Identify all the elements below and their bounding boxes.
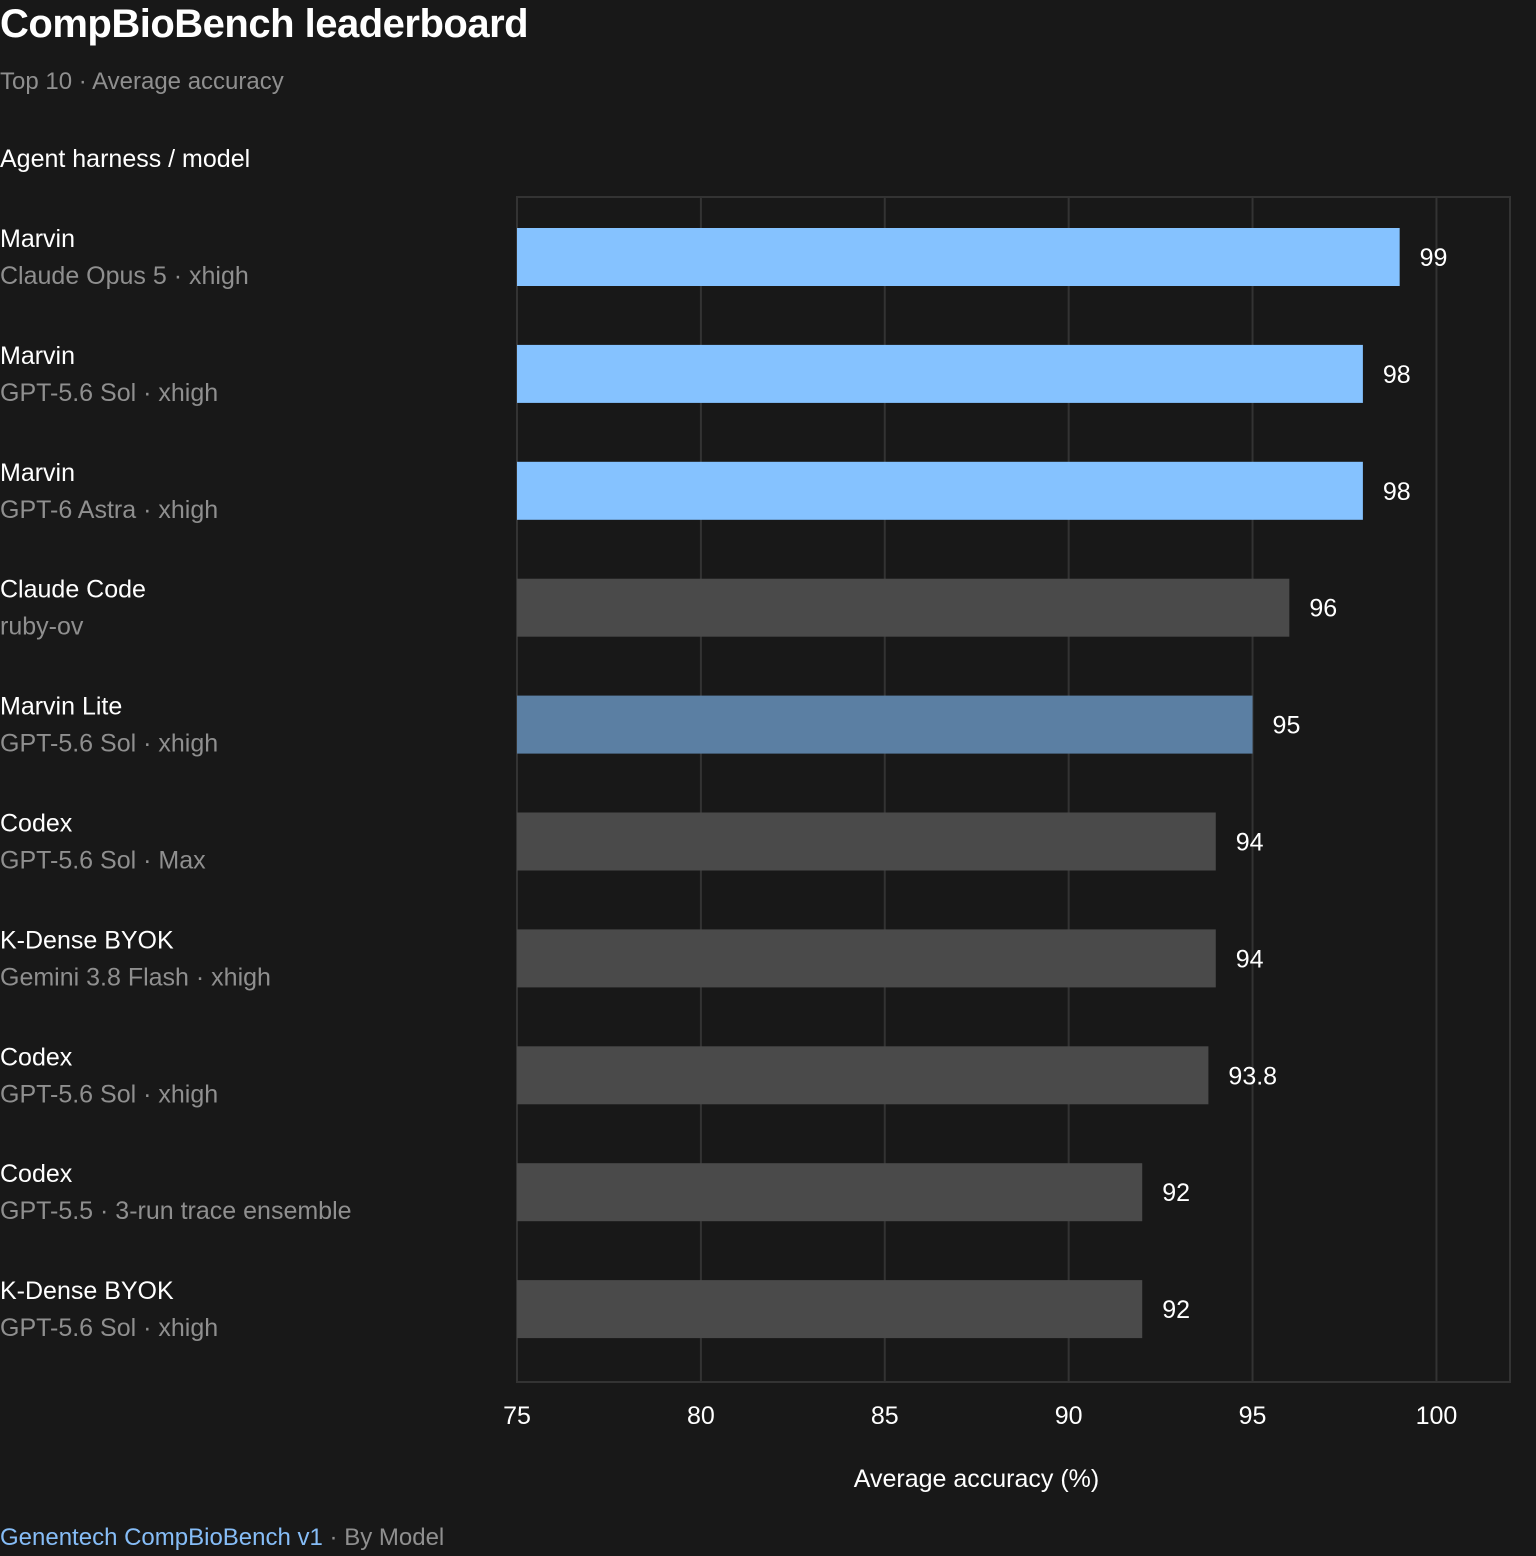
- row-model-label: GPT-5.6 Sol · xhigh: [0, 1080, 218, 1108]
- x-tick-label: 90: [1055, 1402, 1083, 1430]
- bar: [517, 228, 1400, 286]
- row-model-label: GPT-5.5 · 3-run trace ensemble: [0, 1197, 352, 1225]
- x-tick-label: 80: [687, 1402, 715, 1430]
- chart-subtitle: Top 10 · Average accuracy: [0, 68, 284, 95]
- row-harness-label: Marvin: [0, 459, 75, 487]
- bar: [517, 1163, 1143, 1222]
- row-model-label: GPT-5.6 Sol · Max: [0, 847, 206, 875]
- row-model-label: GPT-5.6 Sol · xhigh: [0, 379, 218, 407]
- x-tick-label: 95: [1239, 1402, 1267, 1430]
- bar-value-label: 98: [1383, 478, 1411, 506]
- bar-value-label: 95: [1273, 712, 1301, 740]
- row-harness-label: K-Dense BYOK: [0, 1277, 174, 1305]
- bar-value-label: 98: [1383, 361, 1411, 389]
- plot-frame: [516, 196, 1511, 1383]
- row-model-label: ruby-ov: [0, 613, 84, 641]
- row-harness-label: Marvin: [0, 225, 75, 253]
- source-link[interactable]: Genentech CompBioBench v1: [0, 1524, 323, 1551]
- bar-value-label: 94: [1236, 945, 1264, 973]
- bar-value-label: 92: [1162, 1296, 1190, 1324]
- row-harness-label: Claude Code: [0, 576, 146, 604]
- footer-separator: ·: [322, 1524, 345, 1551]
- bar-value-label: 93.8: [1228, 1062, 1277, 1090]
- x-tick-label: 85: [871, 1402, 899, 1430]
- row-harness-label: Codex: [0, 1043, 73, 1071]
- row-model-label: Claude Opus 5 · xhigh: [0, 262, 249, 290]
- row-model-label: GPT-5.6 Sol · xhigh: [0, 730, 218, 758]
- row-harness-label: Codex: [0, 810, 73, 838]
- row-harness-label: Marvin Lite: [0, 693, 122, 721]
- row-harness-label: Codex: [0, 1160, 73, 1188]
- chart-title: CompBioBench leaderboard: [0, 2, 529, 46]
- bar: [517, 929, 1216, 988]
- bar-value-label: 92: [1162, 1179, 1190, 1207]
- row-model-label: GPT-5.6 Sol · xhigh: [0, 1314, 218, 1342]
- bar: [517, 1280, 1143, 1339]
- bar: [517, 344, 1363, 403]
- bar: [517, 578, 1290, 637]
- bar-value-label: 94: [1236, 829, 1264, 857]
- footer: Genentech CompBioBench v1 · By Model: [0, 1524, 444, 1552]
- bar: [517, 1046, 1209, 1105]
- row-label-header: Agent harness / model: [0, 145, 251, 173]
- row-model-label: Gemini 3.8 Flash · xhigh: [0, 963, 271, 991]
- row-harness-label: K-Dense BYOK: [0, 926, 174, 954]
- footer-byline: By Model: [344, 1524, 445, 1551]
- bar-value-label: 96: [1309, 595, 1337, 623]
- bar: [517, 695, 1253, 754]
- bar: [517, 812, 1216, 871]
- bar-value-label: 99: [1420, 244, 1448, 272]
- x-axis-label: Average accuracy (%): [854, 1465, 1099, 1493]
- row-model-label: GPT-6 Astra · xhigh: [0, 496, 218, 524]
- bar: [517, 461, 1363, 520]
- x-tick-label: 100: [1416, 1402, 1458, 1430]
- x-tick-label: 75: [503, 1402, 531, 1430]
- row-harness-label: Marvin: [0, 342, 75, 370]
